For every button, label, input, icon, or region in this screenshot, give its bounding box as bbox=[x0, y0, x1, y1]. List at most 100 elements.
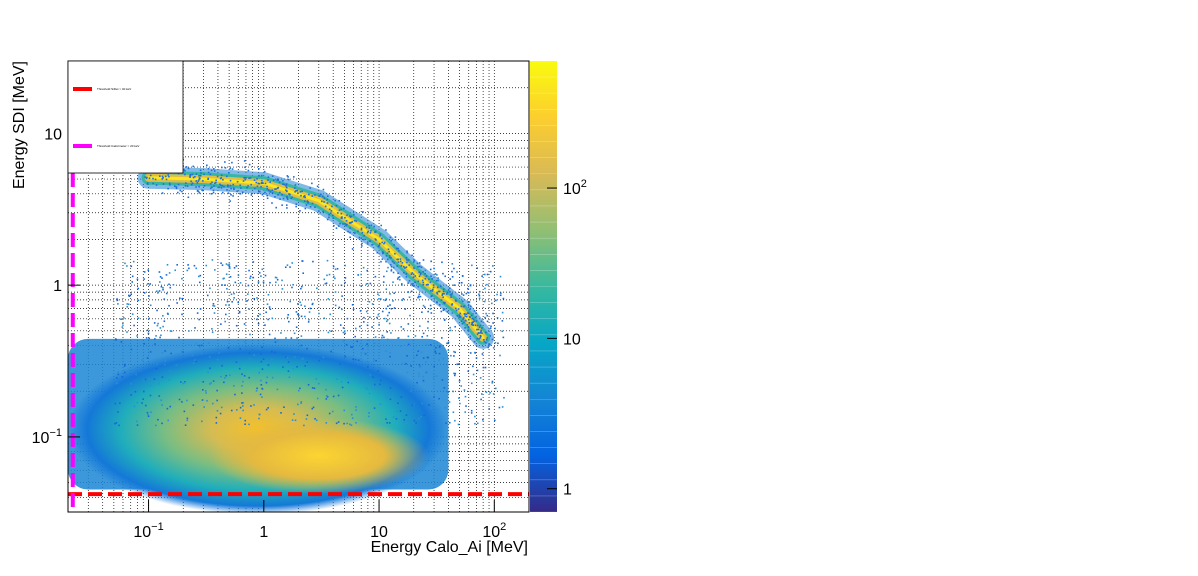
sparse-bin bbox=[390, 332, 392, 334]
sparse-bin bbox=[339, 363, 341, 366]
curve-scatter-bin bbox=[349, 216, 352, 218]
sparse-bin bbox=[126, 305, 129, 308]
sparse-bin bbox=[198, 344, 200, 347]
curve-scatter-bin bbox=[292, 176, 295, 178]
sparse-bin bbox=[265, 408, 268, 411]
curve-scatter-bin bbox=[244, 178, 247, 181]
sparse-bin bbox=[344, 332, 346, 335]
curve-scatter-bin bbox=[304, 196, 306, 199]
sparse-bin bbox=[472, 365, 474, 368]
sparse-bin bbox=[262, 281, 265, 284]
sparse-bin bbox=[116, 377, 118, 379]
sparse-bin bbox=[127, 303, 130, 306]
sparse-bin bbox=[403, 418, 406, 421]
curve-scatter-bin bbox=[428, 278, 430, 281]
curve-scatter-bin bbox=[332, 217, 335, 219]
sparse-bin bbox=[224, 320, 227, 323]
curve-scatter-bin bbox=[397, 247, 399, 250]
sparse-bin bbox=[156, 324, 159, 327]
curve-scatter-bin bbox=[394, 238, 397, 241]
curve-scatter-bin bbox=[222, 178, 224, 181]
sparse-bin bbox=[228, 267, 231, 270]
sparse-bin bbox=[362, 266, 365, 269]
sparse-bin bbox=[399, 410, 402, 412]
curve-scatter-bin bbox=[220, 187, 223, 189]
curve-scatter-bin bbox=[485, 338, 488, 341]
sparse-bin bbox=[201, 352, 204, 354]
curve-scatter-bin bbox=[387, 248, 390, 251]
curve-scatter-bin bbox=[432, 286, 435, 289]
curve-scatter-bin bbox=[215, 179, 217, 182]
curve-scatter-bin bbox=[378, 242, 381, 245]
curve-scatter-bin bbox=[412, 273, 415, 276]
sparse-bin bbox=[266, 303, 269, 305]
sparse-bin bbox=[427, 310, 429, 313]
sparse-bin bbox=[233, 384, 235, 387]
sparse-bin bbox=[239, 282, 242, 284]
curve-scatter-bin bbox=[390, 265, 393, 268]
sparse-bin bbox=[381, 334, 384, 337]
sparse-bin bbox=[161, 422, 163, 425]
curve-scatter-bin bbox=[278, 181, 281, 184]
curve-scatter-bin bbox=[199, 174, 202, 177]
curve-scatter-bin bbox=[437, 279, 439, 282]
sparse-bin bbox=[374, 387, 376, 390]
curve-scatter-bin bbox=[371, 243, 373, 246]
curve-scatter-bin bbox=[448, 287, 451, 289]
curve-scatter-bin bbox=[389, 264, 392, 266]
curve-scatter-bin bbox=[262, 182, 264, 184]
sparse-bin bbox=[286, 264, 289, 266]
density-band-peak bbox=[208, 417, 429, 494]
sparse-bin bbox=[388, 311, 390, 314]
curve-scatter-bin bbox=[164, 175, 167, 178]
curve-scatter-bin bbox=[393, 262, 396, 264]
curve-scatter-bin bbox=[358, 236, 361, 239]
sparse-bin bbox=[400, 396, 403, 398]
curve-scatter-bin bbox=[250, 194, 253, 196]
sparse-bin bbox=[296, 313, 299, 316]
sparse-bin bbox=[492, 347, 495, 349]
sparse-bin bbox=[180, 381, 182, 383]
sparse-bin bbox=[438, 352, 441, 355]
sparse-bin bbox=[289, 266, 291, 268]
sparse-bin bbox=[147, 378, 150, 380]
sparse-bin bbox=[435, 346, 437, 349]
sparse-bin bbox=[149, 384, 152, 387]
curve-scatter-bin bbox=[466, 324, 469, 326]
sparse-bin bbox=[492, 322, 494, 324]
curve-scatter-bin bbox=[429, 304, 432, 307]
curve-scatter-bin bbox=[221, 184, 224, 187]
sparse-bin bbox=[415, 422, 417, 424]
sparse-bin bbox=[255, 389, 258, 392]
sparse-bin bbox=[337, 421, 340, 423]
curve-scatter-bin bbox=[469, 335, 472, 338]
sparse-bin bbox=[162, 288, 164, 291]
sparse-bin bbox=[306, 361, 309, 363]
curve-scatter-bin bbox=[473, 310, 476, 312]
sparse-bin bbox=[478, 293, 480, 296]
sparse-bin bbox=[163, 298, 166, 300]
sparse-bin bbox=[494, 341, 497, 344]
sparse-bin bbox=[382, 281, 385, 283]
sparse-bin bbox=[447, 349, 450, 351]
sparse-bin bbox=[164, 360, 167, 362]
sparse-bin bbox=[368, 412, 371, 414]
sparse-bin bbox=[307, 321, 310, 323]
sparse-bin bbox=[287, 361, 290, 363]
sparse-bin bbox=[296, 337, 298, 339]
sparse-bin bbox=[178, 398, 181, 401]
curve-scatter-bin bbox=[462, 305, 465, 308]
sparse-bin bbox=[260, 353, 262, 355]
curve-scatter-bin bbox=[431, 278, 434, 280]
curve-scatter-bin bbox=[301, 190, 303, 193]
sparse-bin bbox=[248, 376, 251, 379]
sparse-bin bbox=[315, 419, 318, 422]
curve-scatter-bin bbox=[145, 177, 148, 180]
sparse-bin bbox=[184, 381, 186, 383]
sparse-bin bbox=[430, 407, 432, 410]
sparse-bin bbox=[116, 299, 119, 302]
sparse-bin bbox=[162, 325, 164, 328]
colorbar-tick-label: 10 bbox=[563, 331, 581, 348]
sparse-bin bbox=[355, 422, 357, 424]
